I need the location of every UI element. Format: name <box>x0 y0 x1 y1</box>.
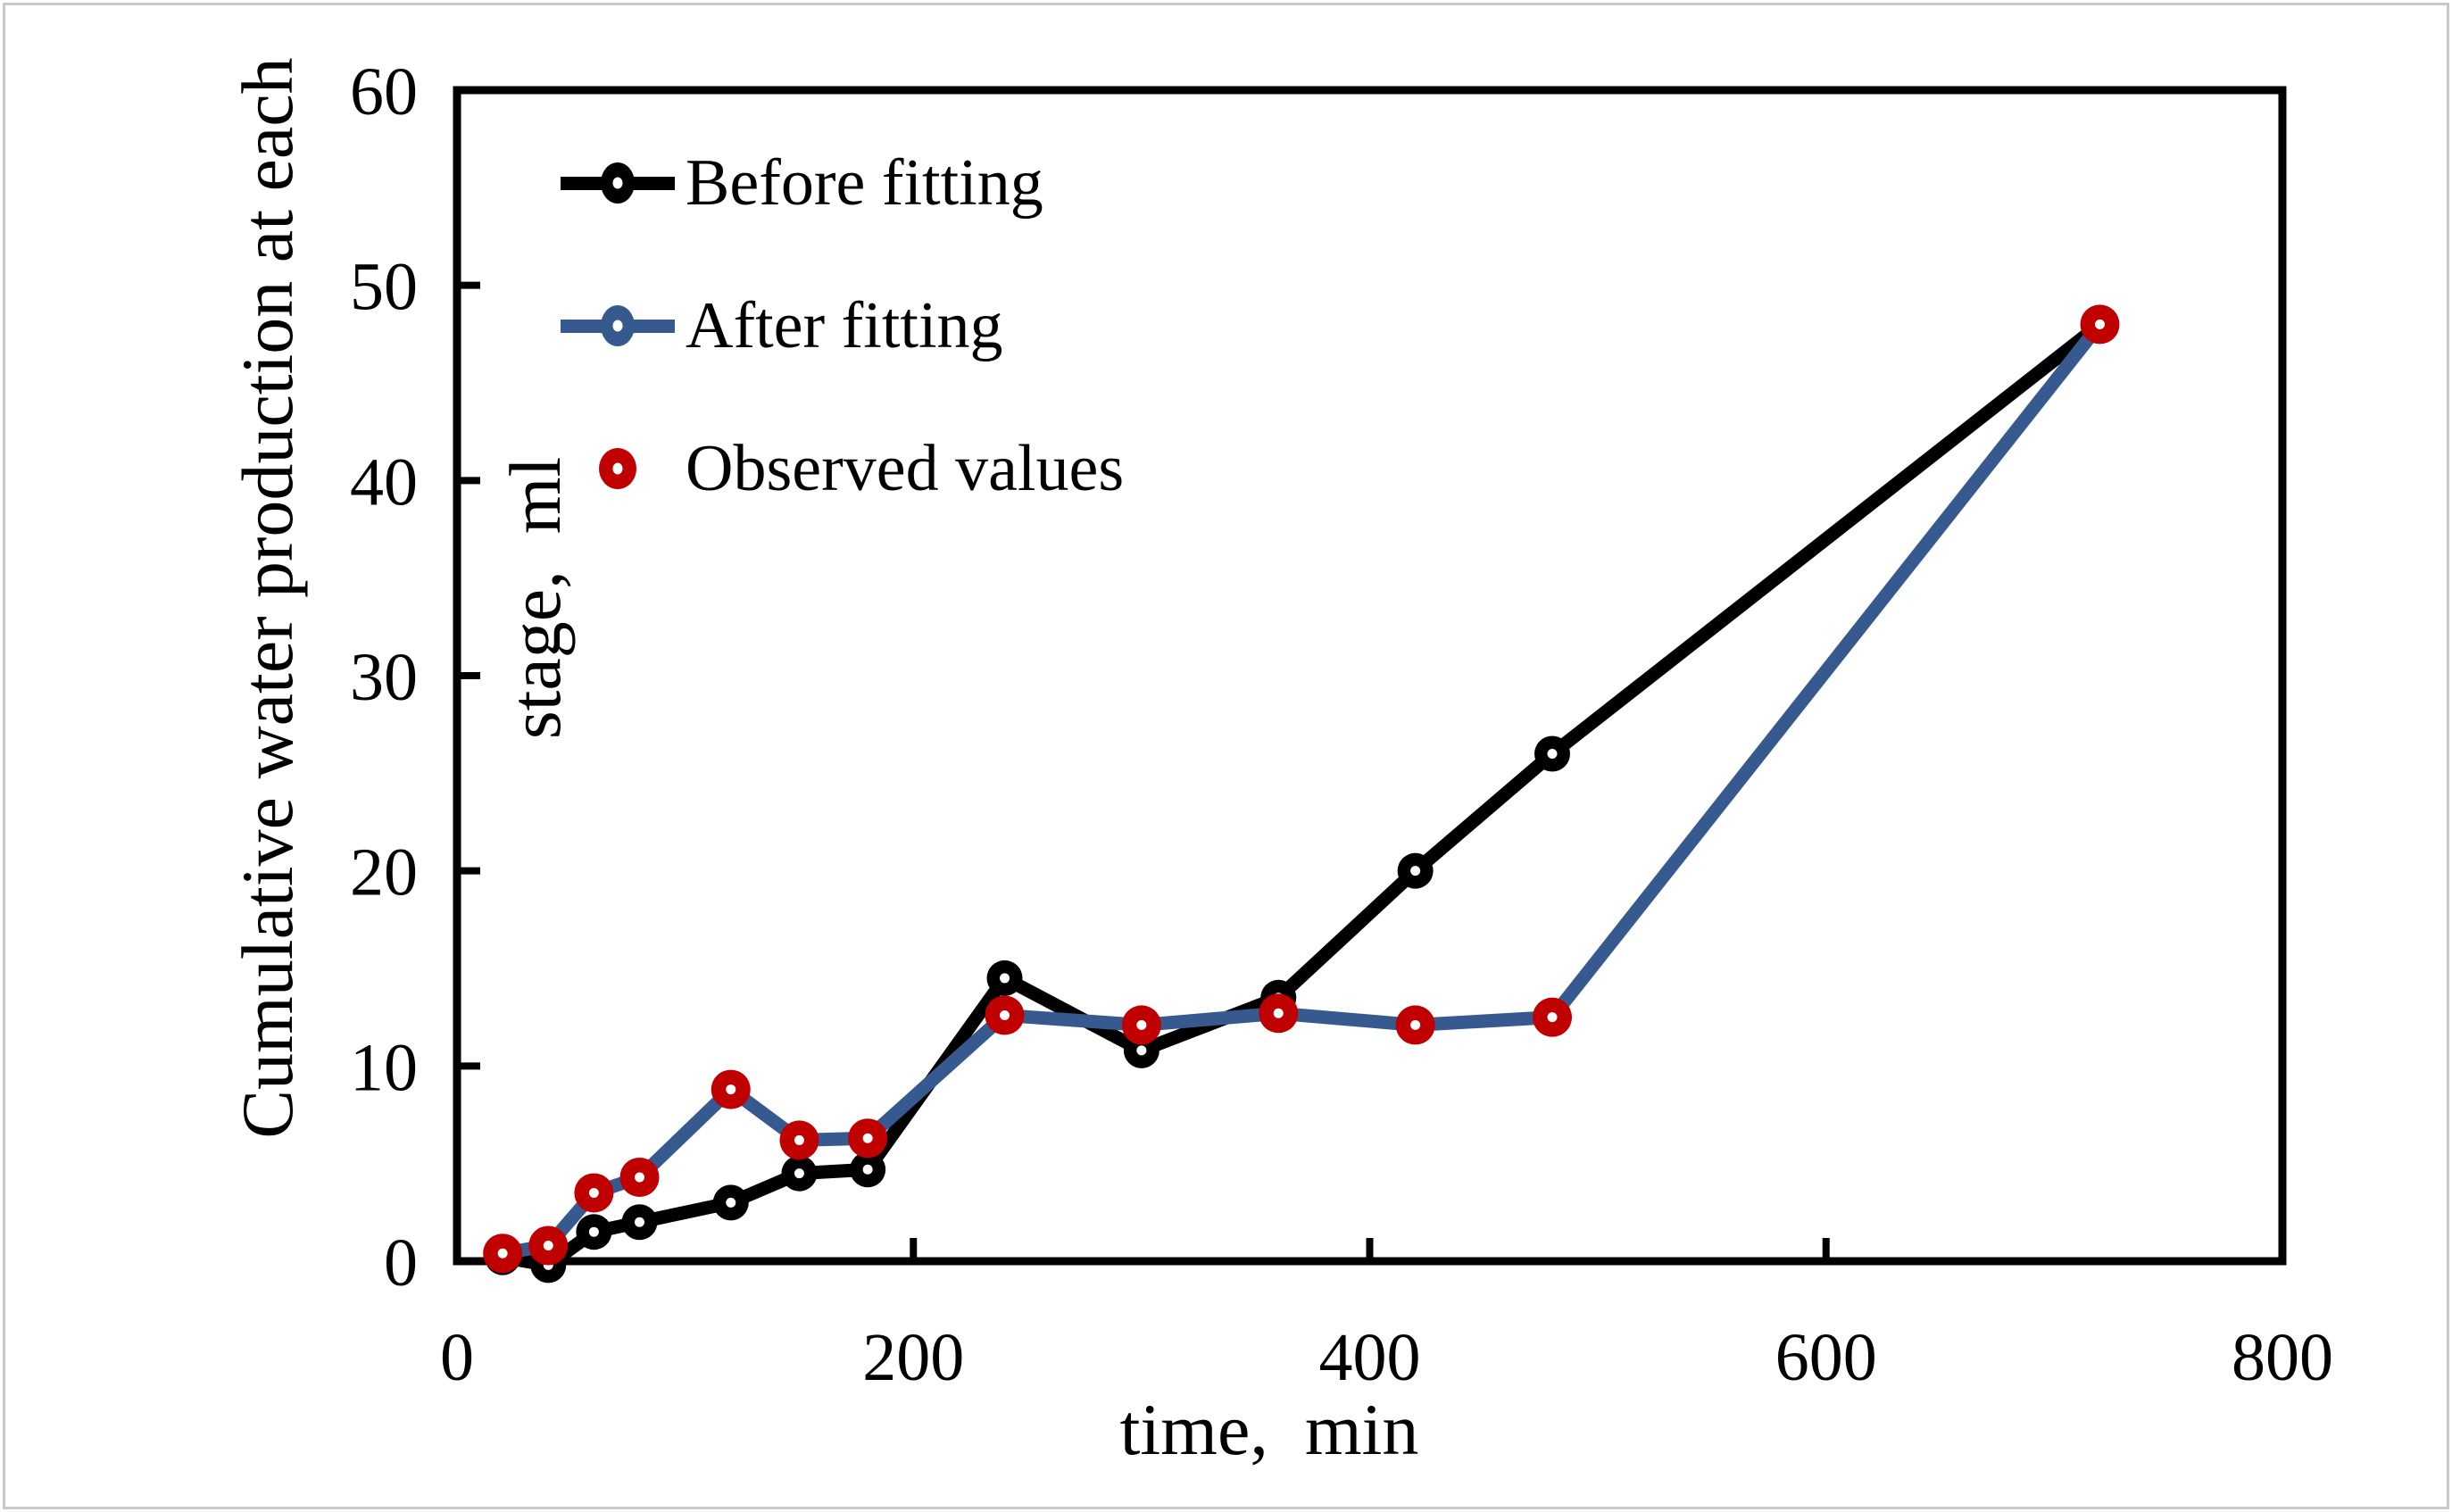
marker-center-dot <box>497 1248 508 1259</box>
y-tick-label: 20 <box>350 835 418 910</box>
legend-marker-icon <box>601 305 635 346</box>
marker-center-dot <box>794 1168 804 1179</box>
legend-swatch-marker-only <box>561 431 675 506</box>
marker-center-dot <box>1000 1009 1010 1020</box>
legend-label: Observed values <box>686 432 1125 505</box>
legend-label: After fitting <box>686 289 1003 362</box>
marker-center-dot <box>862 1164 873 1175</box>
marker-center-dot <box>726 1084 736 1095</box>
legend-swatch-line-marker <box>561 288 675 363</box>
marker-center-dot <box>1000 973 1010 984</box>
x-tick-label: 200 <box>862 1320 964 1395</box>
marker-center-dot <box>2095 319 2105 329</box>
marker-center-dot <box>1547 1012 1558 1023</box>
marker-center-dot <box>612 320 623 332</box>
legend-item-after-fitting: After fitting <box>561 288 1003 363</box>
marker-center-dot <box>862 1133 873 1143</box>
y-tick-label: 60 <box>350 54 418 129</box>
legend-item-observed-values: Observed values <box>561 431 1124 506</box>
legend-marker-icon <box>601 162 635 204</box>
marker-center-dot <box>1547 748 1558 759</box>
marker-center-dot <box>635 1217 644 1227</box>
marker-center-dot <box>1410 866 1421 876</box>
x-tick-label: 800 <box>2232 1320 2333 1395</box>
marker-center-dot <box>726 1197 736 1208</box>
marker-center-dot <box>794 1134 804 1145</box>
y-axis-title-line1: Cumulative water production at each <box>227 57 308 1139</box>
marker-center-dot <box>1136 1019 1147 1030</box>
y-tick-label: 40 <box>350 444 418 519</box>
marker-center-dot <box>1273 1008 1284 1018</box>
y-tick-label: 50 <box>350 250 418 325</box>
legend-swatch-line-marker <box>561 145 675 220</box>
x-tick-label: 600 <box>1775 1320 1877 1395</box>
marker-center-dot <box>588 1226 599 1237</box>
y-axis-title: Cumulative water production at each stag… <box>45 0 576 1241</box>
x-axis-title: time, min <box>1119 1389 1419 1470</box>
y-tick-label: 0 <box>384 1225 418 1300</box>
marker-center-dot <box>1410 1019 1421 1030</box>
legend-item-before-fitting: Before fitting <box>561 145 1043 220</box>
marker-center-dot <box>543 1241 553 1251</box>
x-tick-label: 0 <box>440 1320 474 1395</box>
y-tick-label: 10 <box>350 1030 418 1105</box>
marker-center-dot <box>588 1187 599 1198</box>
marker-center-dot <box>612 462 623 475</box>
marker-center-dot <box>612 177 623 189</box>
y-tick-label: 30 <box>350 640 418 715</box>
legend-label: Before fitting <box>686 146 1043 220</box>
marker-center-dot <box>635 1172 644 1183</box>
x-tick-label: 400 <box>1319 1320 1421 1395</box>
legend-marker-icon <box>599 448 636 489</box>
marker-center-dot <box>1136 1045 1147 1056</box>
